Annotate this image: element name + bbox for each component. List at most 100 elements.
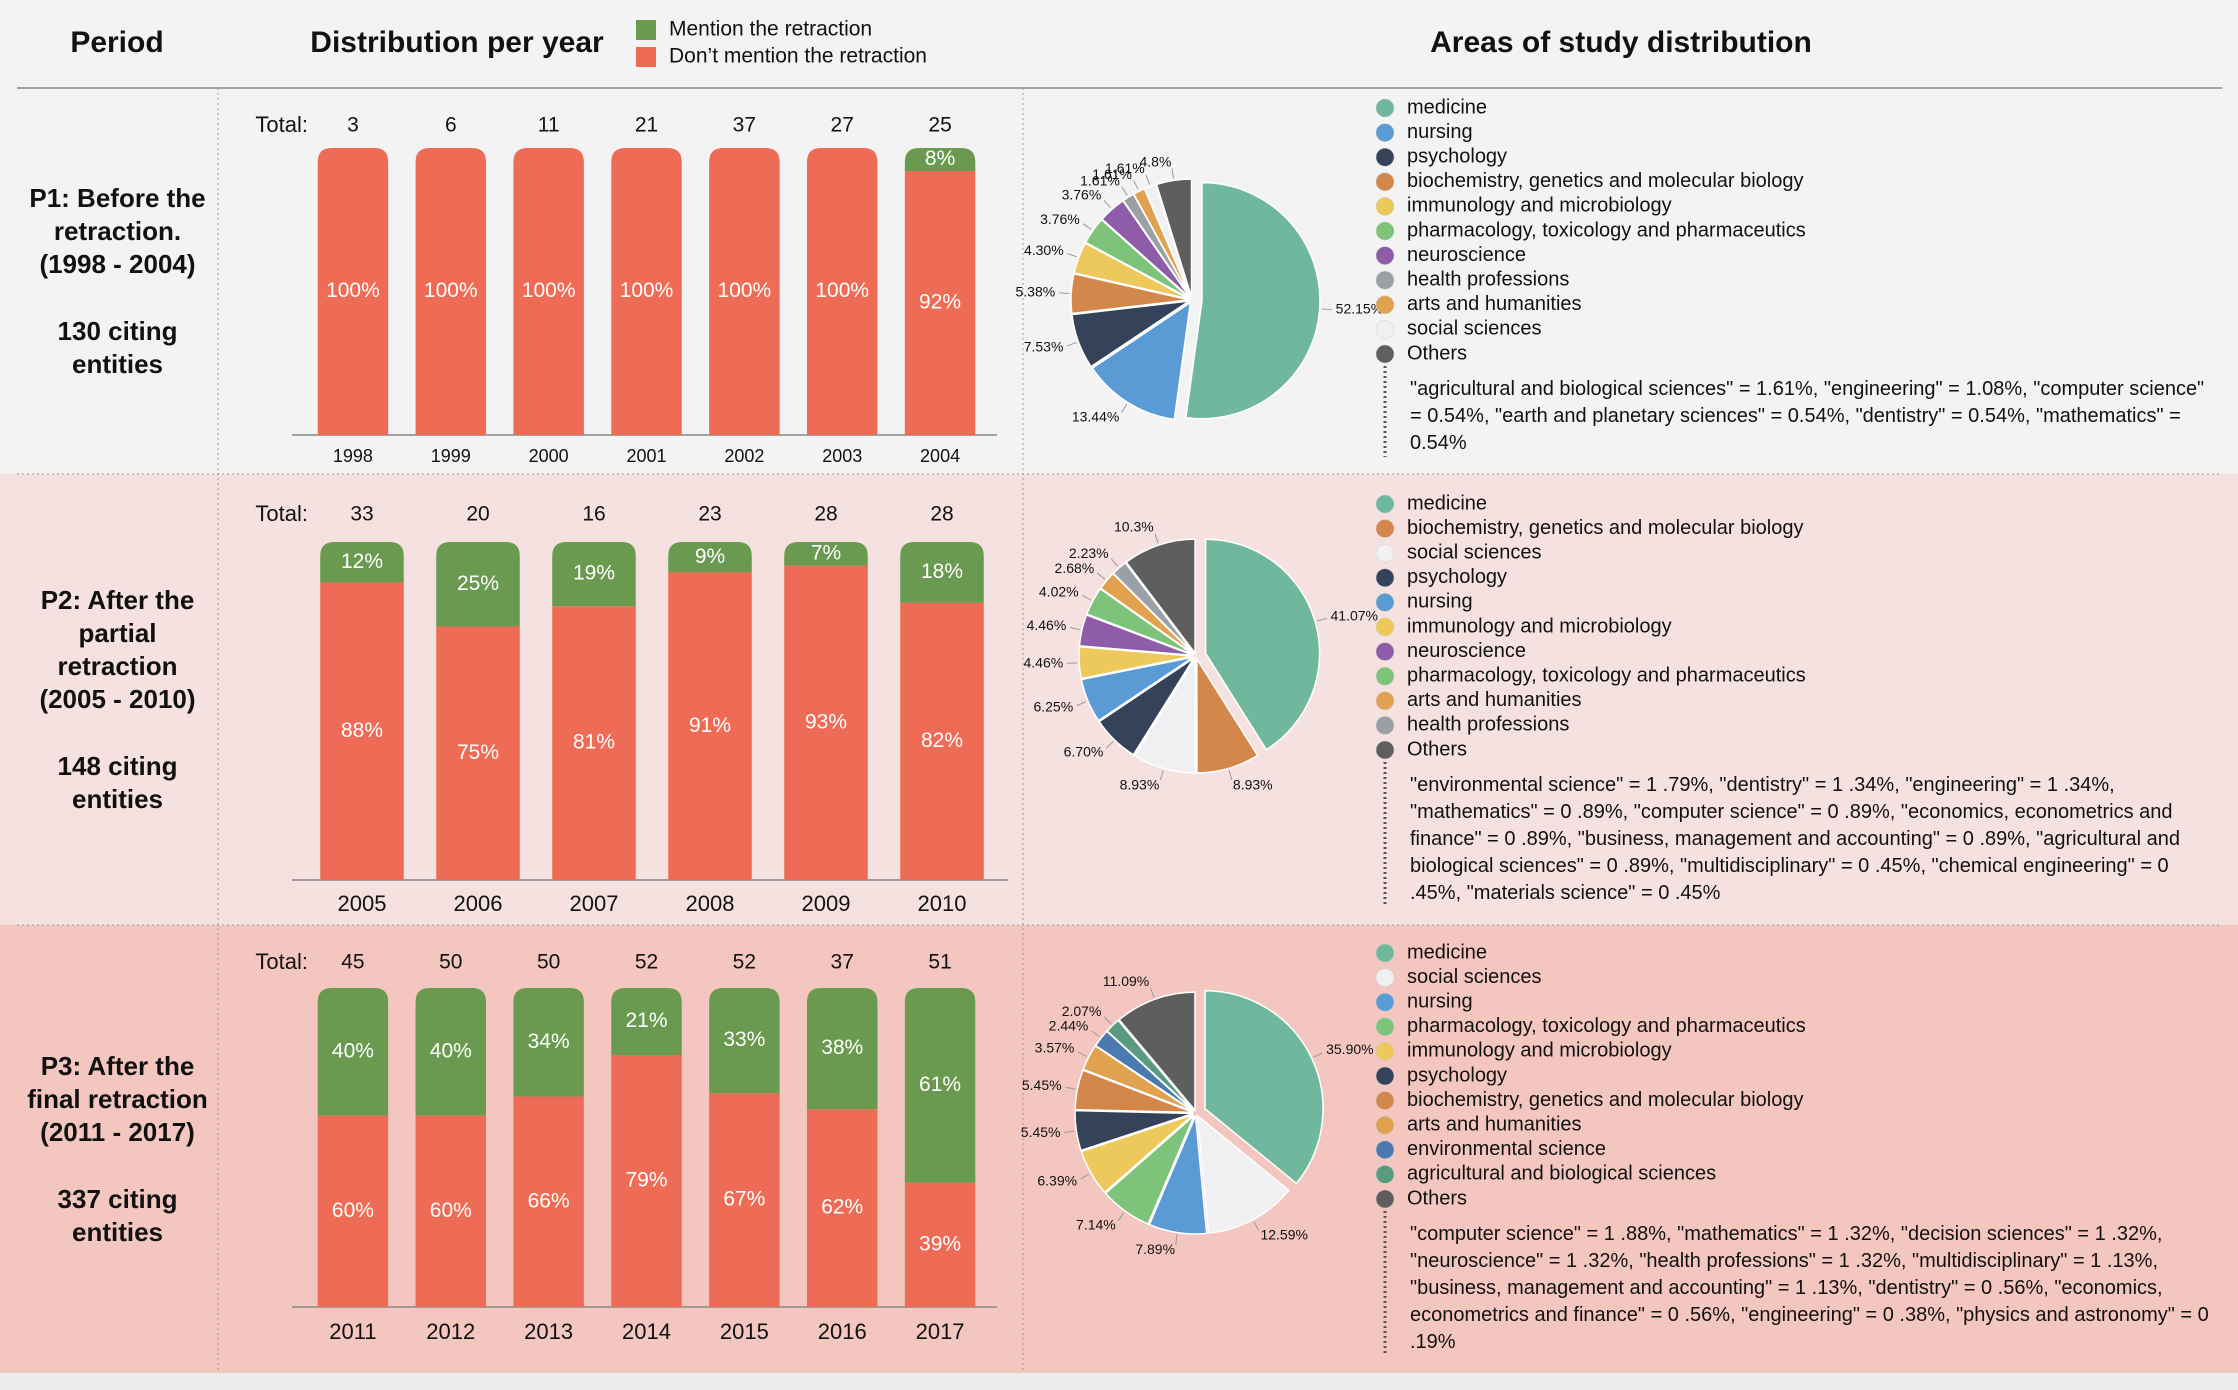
header-areas: Areas of study distribution <box>1430 26 1812 59</box>
pie-slice <box>1098 657 1195 756</box>
x-tick-label: 2002 <box>724 446 764 466</box>
pie-slice <box>1074 1069 1194 1114</box>
pie-value-label: 4.46% <box>1027 617 1067 633</box>
pie-value-label: 7.53% <box>1024 339 1064 355</box>
pie-legend-label: psychology <box>1407 566 1507 588</box>
pie-leader <box>1175 1234 1178 1245</box>
pie-legend-dot <box>1375 344 1395 364</box>
bar-segment <box>552 606 636 880</box>
bar-value-label: 62% <box>821 1196 863 1219</box>
pie-legend-dot <box>1375 320 1395 339</box>
total-value: 52 <box>733 951 756 974</box>
pie-value-label: 7.14% <box>1076 1216 1116 1232</box>
bar-segment <box>806 988 878 1110</box>
pie-legend-dot <box>1375 270 1395 290</box>
bar-segment <box>904 148 976 171</box>
bar-value-label: 8% <box>925 147 955 170</box>
pie-value-label: 2.68% <box>1055 560 1095 576</box>
bar-segment <box>668 542 752 573</box>
bar-value-label: 39% <box>919 1232 961 1255</box>
bar-segment <box>436 626 520 880</box>
bar-value-label: 33% <box>723 1028 765 1051</box>
bar-value-label: 25% <box>457 572 499 595</box>
total-label: Total: <box>255 501 308 526</box>
pie-leader <box>1150 987 1155 998</box>
pie-value-label: 13.44% <box>1072 409 1119 425</box>
pie-legend-dot <box>1375 740 1395 760</box>
pie-value-label: 4.46% <box>1024 654 1064 670</box>
bar-segment <box>784 542 868 566</box>
pie-leader <box>1064 1130 1075 1134</box>
period-entities: 337 citing entities <box>57 1183 178 1247</box>
period-label: P3: After the final retraction (2011 - 2… <box>27 1050 208 1147</box>
bar-segment <box>709 988 780 1094</box>
pie-legend-dot <box>1375 1017 1395 1037</box>
bar-value-label: 60% <box>332 1199 374 1222</box>
pie-leader <box>1145 174 1151 185</box>
bar-value-label: 38% <box>821 1036 863 1059</box>
pie-legend-label: Others <box>1407 342 1467 364</box>
pie-slice <box>1204 538 1321 751</box>
pie-legend-dot <box>1375 543 1395 563</box>
pie-legend-label: nursing <box>1407 591 1473 613</box>
bar-segment <box>317 988 389 1116</box>
total-label: Total: <box>255 949 308 974</box>
x-tick-label: 2012 <box>426 1319 475 1344</box>
total-value: 50 <box>537 951 560 974</box>
pie-legend-dot <box>1375 666 1395 686</box>
bar-value-label: 21% <box>625 1009 667 1032</box>
pie-legend-label: immunology and microbiology <box>1407 1040 1672 1062</box>
pie-leader <box>1081 594 1092 601</box>
total-value: 16 <box>582 503 605 526</box>
bar-segment <box>611 1054 682 1307</box>
pie-slice <box>1112 561 1195 655</box>
x-tick-label: 2007 <box>570 891 619 916</box>
total-value: 28 <box>930 503 953 526</box>
bar-value-label: 9% <box>695 545 725 568</box>
x-tick-label: 1999 <box>431 446 471 466</box>
bar-value-label: 60% <box>430 1199 472 1222</box>
bar-value-label: 82% <box>921 729 963 752</box>
total-value: 51 <box>928 951 951 974</box>
total-value: 25 <box>928 114 951 137</box>
total-value: 23 <box>698 503 721 526</box>
pie-note: "environmental science" = 1 .79%, "denti… <box>1410 774 2180 904</box>
x-tick-label: 2015 <box>720 1319 769 1344</box>
pie-value-label: 12.59% <box>1260 1226 1307 1242</box>
pie-legend-label: nursing <box>1407 990 1473 1012</box>
pie-slice <box>1074 1109 1194 1152</box>
bar-value-label: 40% <box>430 1039 472 1062</box>
bar-segment <box>552 542 636 607</box>
pie-legend-label: pharmacology, toxicology and pharmaceuti… <box>1407 1015 1806 1037</box>
pie-leader <box>1067 341 1077 347</box>
x-tick-label: 2004 <box>920 446 960 466</box>
pie-legend-label: medicine <box>1407 941 1487 963</box>
bar-value-label: 40% <box>332 1039 374 1062</box>
bar-value-label: 100% <box>522 279 576 302</box>
bar-segment <box>668 572 752 880</box>
x-tick-label: 2005 <box>338 891 387 916</box>
bar-segment <box>611 988 682 1055</box>
pie-legend-label: neuroscience <box>1407 244 1526 266</box>
total-value: 33 <box>350 503 373 526</box>
total-value: 45 <box>341 951 364 974</box>
pie-legend-dot <box>1375 123 1395 142</box>
bar-value-label: 67% <box>723 1188 765 1211</box>
pie-value-label: 52.15% <box>1336 301 1383 317</box>
bar-segment <box>415 988 487 1116</box>
pie-legend-label: social sciences <box>1407 318 1542 340</box>
pie-slice <box>1078 645 1194 680</box>
pie-legend-dot <box>1375 1165 1395 1184</box>
pie-value-label: 1.61% <box>1105 160 1145 176</box>
bar-segment <box>806 148 878 435</box>
pie-legend-label: arts and humanities <box>1407 689 1582 711</box>
pie-slice <box>1091 300 1192 421</box>
bar-segment <box>317 1115 389 1307</box>
bar-segment <box>709 148 780 435</box>
pie-leader <box>1091 1030 1100 1038</box>
bar-value-label: 93% <box>805 710 847 733</box>
bar-value-label: 19% <box>573 562 615 585</box>
x-tick-label: 2003 <box>822 446 862 466</box>
total-value: 52 <box>635 951 658 974</box>
pie-value-label: 4.30% <box>1024 242 1064 258</box>
